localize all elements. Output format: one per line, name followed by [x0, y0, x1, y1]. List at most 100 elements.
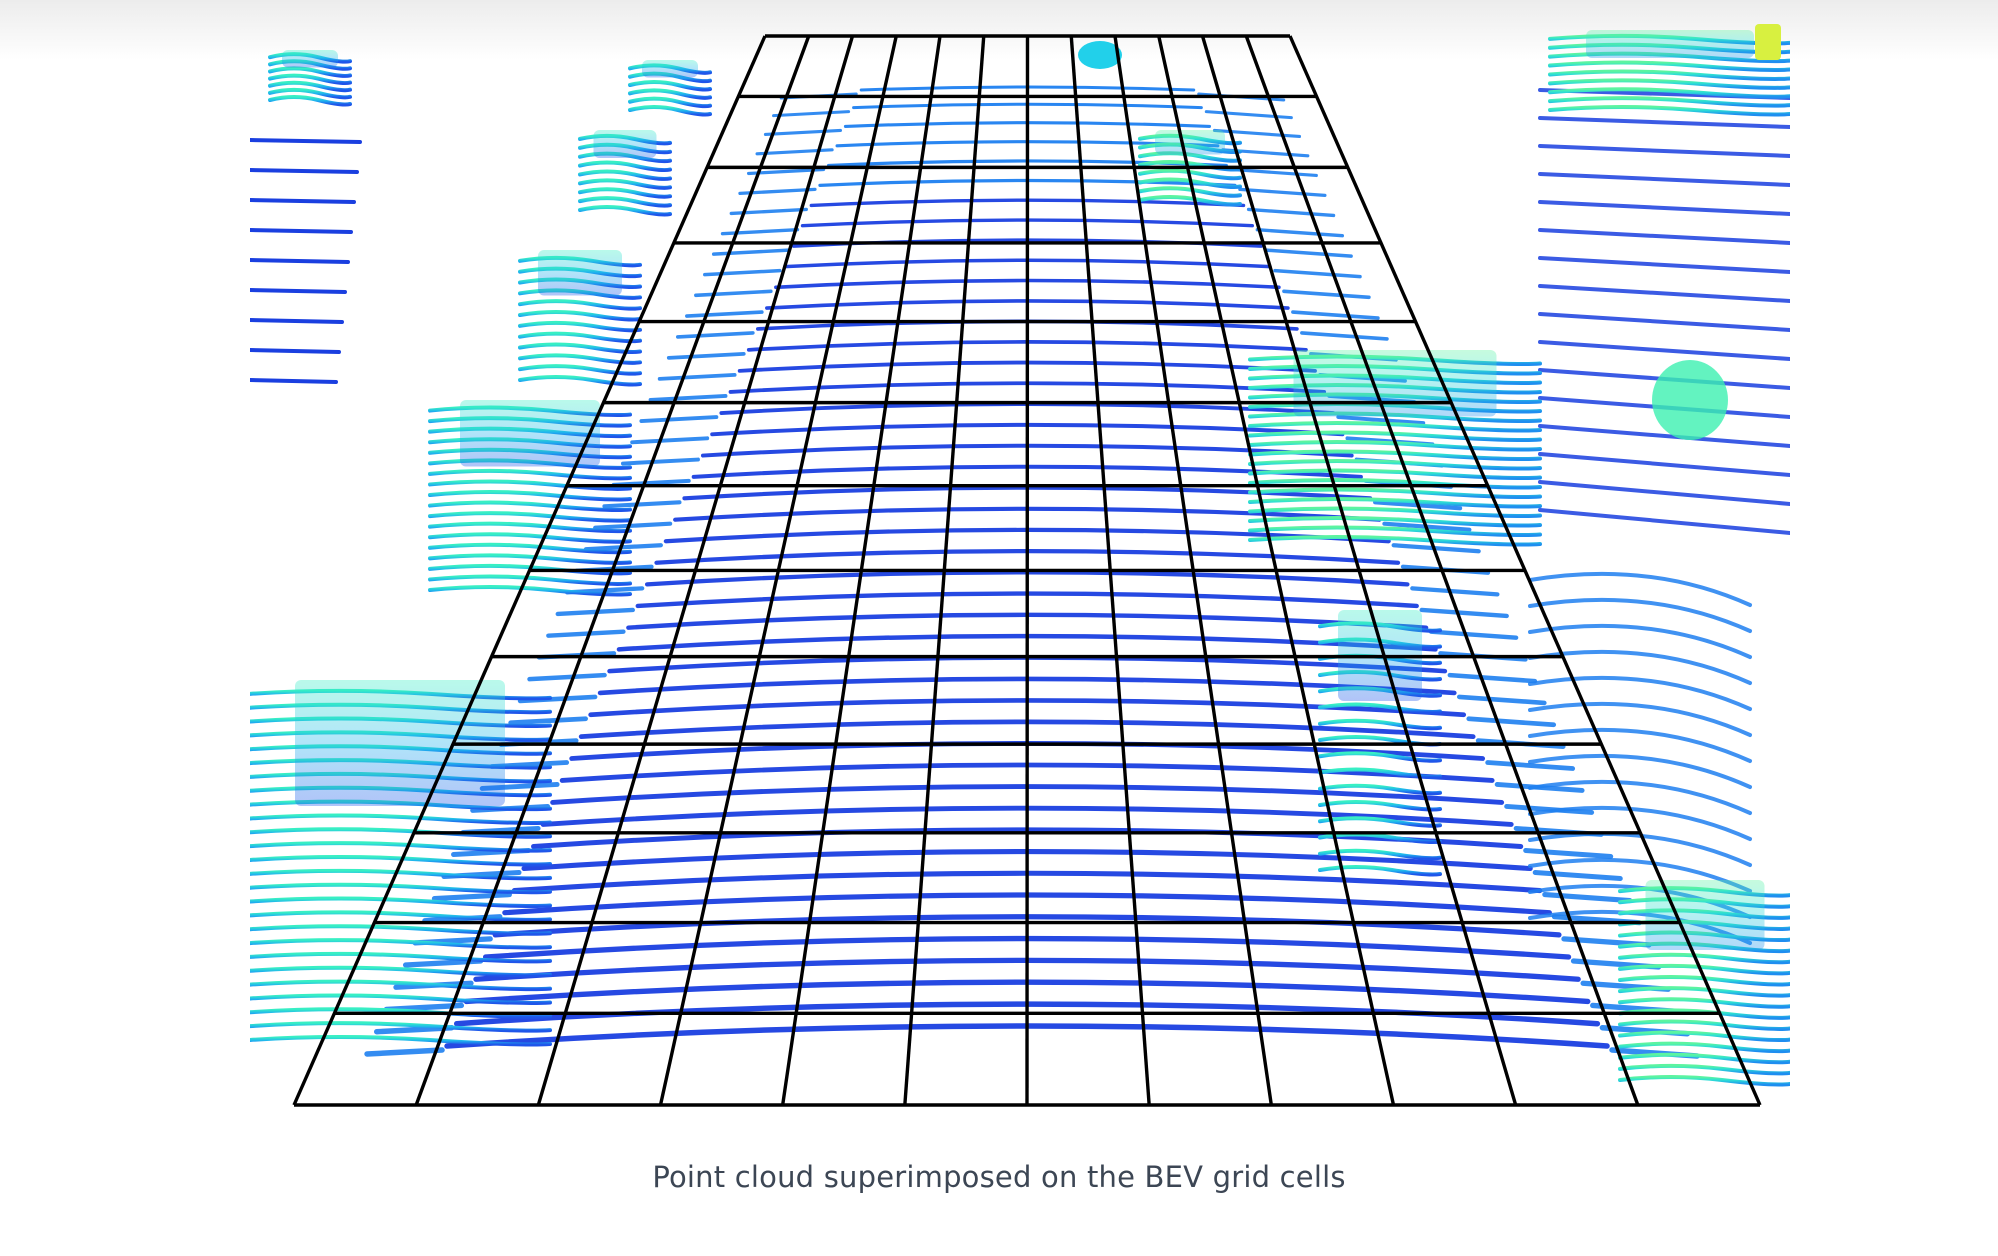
- cluster-line: [1318, 865, 1442, 877]
- cluster-line: [578, 196, 672, 208]
- scan-line-right: [1300, 331, 1389, 341]
- left-farthest-car: [628, 60, 712, 117]
- cluster-line: [250, 993, 552, 1005]
- outer-scan-line: [1528, 571, 1752, 607]
- cluster-top: [282, 50, 338, 68]
- cluster-top: [538, 250, 622, 296]
- cluster-line: [518, 320, 642, 333]
- cluster-top: [642, 60, 698, 78]
- scan-line-left: [648, 394, 728, 402]
- cluster-line: [518, 375, 642, 387]
- cluster-line: [250, 868, 552, 881]
- scan-line-left: [694, 289, 773, 298]
- cluster-line: [1248, 459, 1542, 471]
- scan-line-left: [555, 607, 635, 617]
- cluster-line: [1248, 487, 1542, 499]
- outer-scan-line: [250, 318, 344, 324]
- scan-line-left: [602, 500, 682, 509]
- cluster-line: [428, 542, 632, 555]
- scan-line-right: [1485, 760, 1576, 771]
- far-object: [1078, 41, 1122, 69]
- cluster-line: [578, 187, 672, 199]
- cluster-line: [428, 511, 632, 523]
- scan-line-left: [675, 331, 755, 339]
- cluster-line: [1138, 186, 1242, 198]
- scan-line-right: [1291, 310, 1380, 320]
- cluster-line: [628, 80, 712, 92]
- cluster-line: [1618, 1008, 1790, 1020]
- grid-column-line: [1200, 35, 1518, 1106]
- cluster-line: [250, 910, 552, 922]
- cluster-top: [1155, 130, 1225, 155]
- outer-scan-line: [250, 228, 353, 234]
- scan-line-right: [1238, 187, 1327, 197]
- scan-line-right: [1336, 415, 1426, 426]
- cluster-line: [268, 73, 352, 86]
- cluster-line: [628, 88, 712, 100]
- cluster-line: [578, 160, 672, 173]
- cluster-line: [250, 924, 552, 936]
- cluster-line: [1248, 516, 1542, 528]
- cluster-line: [1318, 816, 1442, 828]
- grid-column-line: [536, 35, 855, 1106]
- cluster-line: [428, 500, 632, 513]
- cluster-line: [518, 353, 642, 365]
- outer-scan-line: [1538, 480, 1790, 506]
- cluster-line: [1618, 1075, 1790, 1087]
- cluster-line: [1548, 105, 1790, 117]
- cluster-line: [518, 342, 642, 354]
- scan-line-right: [1246, 207, 1336, 218]
- scan-line-right: [1428, 629, 1519, 640]
- cluster-line: [1618, 1019, 1790, 1031]
- outer-scan-line: [1538, 200, 1790, 216]
- outer-scan-line: [250, 378, 338, 384]
- right-near-car: [1618, 880, 1790, 1087]
- cluster-line: [1318, 848, 1442, 861]
- outer-scan-line: [1528, 779, 1752, 815]
- scan-line-right: [1542, 892, 1633, 904]
- outer-scan-line: [250, 348, 341, 354]
- scan-line-left: [720, 228, 800, 236]
- outer-scan-line: [1538, 340, 1790, 361]
- scan-line-left: [508, 716, 588, 726]
- object-clusters: [250, 24, 1790, 1087]
- cluster-line: [1318, 767, 1442, 779]
- outer-scan-line: [1528, 753, 1752, 789]
- scan-line-left: [746, 167, 826, 176]
- grid-column-line: [292, 35, 767, 1106]
- scan-line-left: [657, 372, 737, 381]
- outer-scan-line: [250, 288, 347, 294]
- scan-line-left: [527, 672, 607, 682]
- cluster-line: [1248, 468, 1542, 480]
- scan-line-right: [1264, 248, 1353, 258]
- cluster-top: [295, 680, 505, 806]
- outer-scan-line: [1538, 312, 1790, 332]
- scan-line-left: [666, 351, 746, 360]
- cluster-line: [250, 938, 552, 950]
- grid-column-line: [658, 35, 898, 1106]
- figure-caption: Point cloud superimposed on the BEV grid…: [652, 1160, 1346, 1194]
- outer-scan-line: [1538, 284, 1790, 303]
- scan-line-right: [1282, 289, 1371, 300]
- cluster-line: [1618, 952, 1790, 965]
- outer-scan-line: [1538, 116, 1790, 129]
- cluster-line: [250, 951, 552, 964]
- cluster-line: [1548, 87, 1790, 99]
- right-far-car: [1138, 130, 1242, 207]
- scan-line-right: [1273, 268, 1362, 279]
- grid-column-line: [1025, 35, 1030, 1106]
- outer-scan-line: [1538, 172, 1790, 187]
- cluster-top: [1645, 880, 1765, 950]
- scan-line-left: [639, 415, 719, 424]
- scan-line-right: [1410, 586, 1500, 597]
- cluster-top: [1586, 30, 1754, 58]
- cluster-line: [250, 979, 552, 992]
- cluster-line: [1618, 997, 1790, 1009]
- outer-scan-line: [1528, 805, 1752, 841]
- scan-line-left: [703, 268, 782, 277]
- cluster-top: [460, 400, 600, 467]
- left-farther-car: [578, 130, 672, 217]
- cluster-line: [1248, 478, 1542, 490]
- peak-point: [1755, 24, 1781, 60]
- cluster-line: [250, 1021, 552, 1033]
